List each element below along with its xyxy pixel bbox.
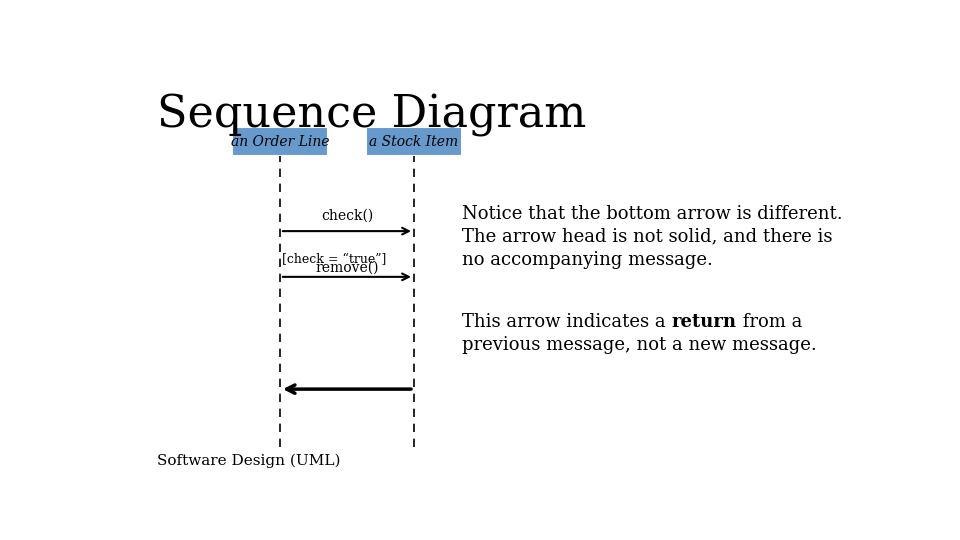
Text: Sequence Diagram: Sequence Diagram [157,94,587,137]
Text: previous message, not a new message.: previous message, not a new message. [463,336,817,354]
Text: This arrow indicates a: This arrow indicates a [463,313,672,331]
Text: a Stock Item: a Stock Item [370,134,459,149]
Text: an Order Line: an Order Line [230,134,329,149]
Text: no accompanying message.: no accompanying message. [463,251,713,268]
FancyBboxPatch shape [231,127,328,156]
Text: remove(): remove() [315,261,378,275]
Text: Software Design (UML): Software Design (UML) [157,454,341,468]
Text: return: return [672,313,736,331]
Text: The arrow head is not solid, and there is: The arrow head is not solid, and there i… [463,228,832,246]
Text: check(): check() [321,209,373,223]
Text: Notice that the bottom arrow is different.: Notice that the bottom arrow is differen… [463,205,843,223]
FancyBboxPatch shape [366,127,463,156]
Text: from a: from a [736,313,802,331]
Text: [check = “true”]: [check = “true”] [282,253,387,266]
